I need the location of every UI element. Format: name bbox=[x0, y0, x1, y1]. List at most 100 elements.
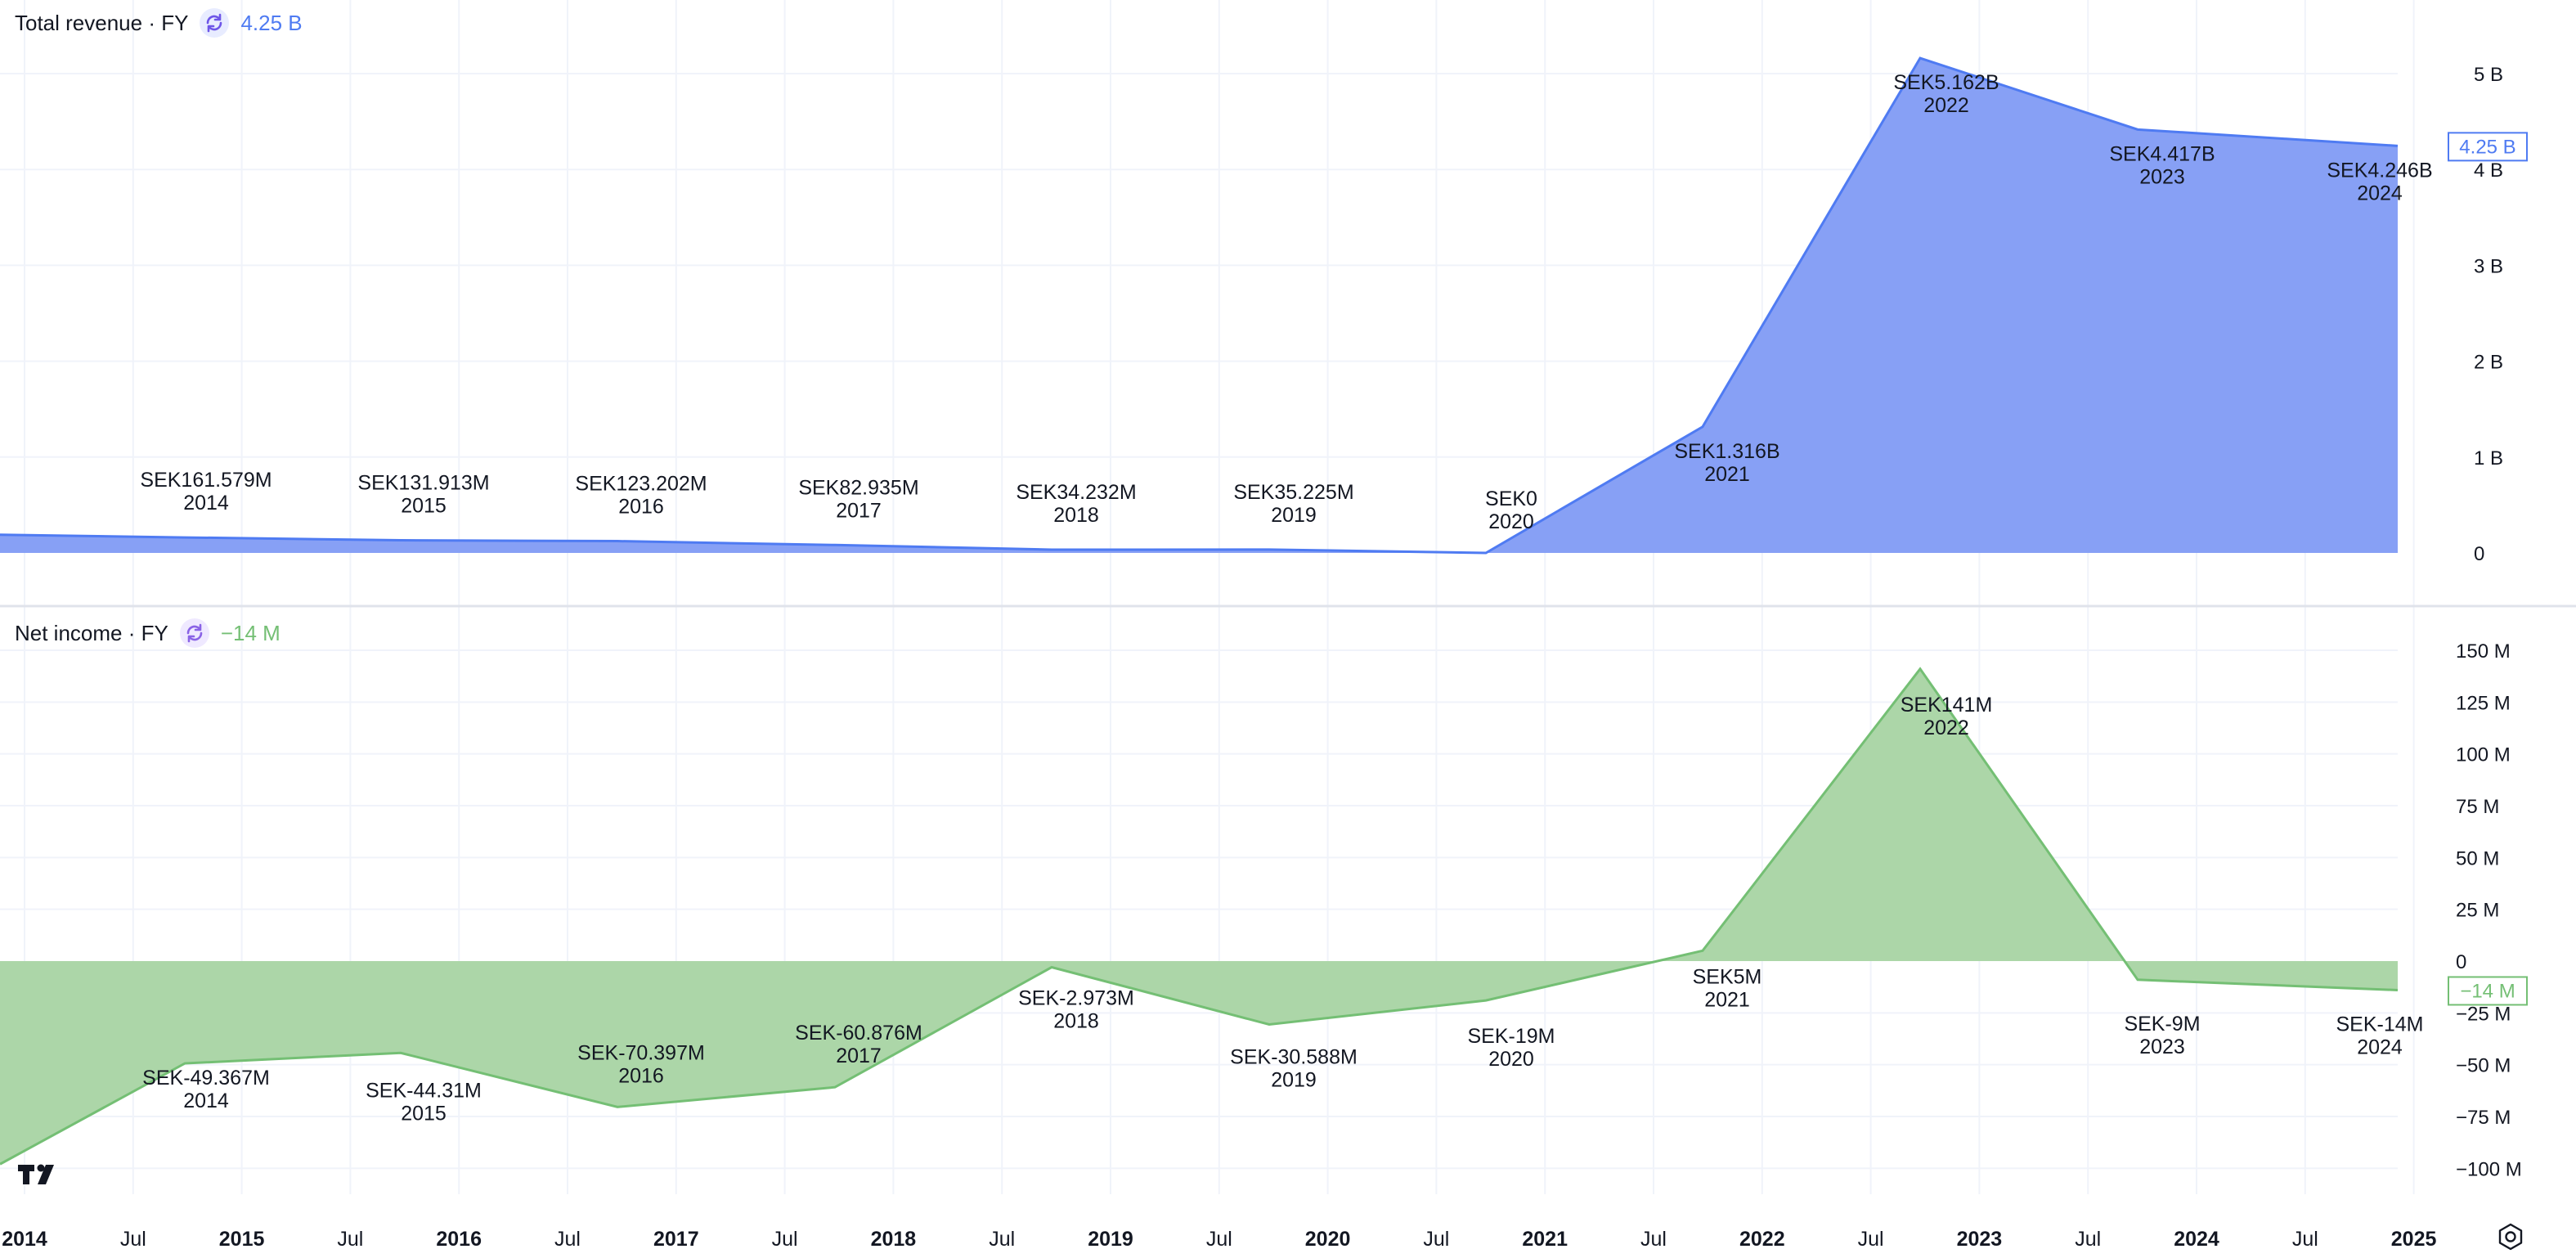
revenue-data-label-value: SEK161.579M bbox=[140, 469, 272, 492]
revenue-legend-value: 4.25 B bbox=[240, 10, 303, 35]
x-axis-label: Jul bbox=[554, 1228, 581, 1251]
x-axis-label: 2018 bbox=[871, 1228, 917, 1251]
x-axis-label: Jul bbox=[120, 1228, 146, 1251]
net-income-data-label-year: 2022 bbox=[1923, 717, 1969, 739]
net-income-y-tick-label: 150 M bbox=[2456, 640, 2511, 663]
revenue-data-label-year: 2020 bbox=[1488, 510, 1534, 533]
revenue-data-label-year: 2024 bbox=[2357, 182, 2403, 204]
net-income-legend-title: Net income · FY bbox=[15, 620, 168, 645]
x-axis-label: Jul bbox=[772, 1228, 798, 1251]
net-income-data-label-year: 2015 bbox=[401, 1102, 447, 1125]
revenue-data-label-year: 2017 bbox=[836, 499, 882, 522]
x-axis-label: 2019 bbox=[1088, 1228, 1133, 1251]
x-axis-label: Jul bbox=[2292, 1228, 2318, 1251]
x-axis[interactable]: 2014 Jul 2015 Jul 2016 Jul 2017 Jul 2018 Jul 2019 J… bbox=[2, 1228, 2436, 1251]
net-income-y-tick-label: 75 M bbox=[2456, 796, 2499, 818]
net-income-panel[interactable]: 150 M 125 M 100 M 75 M 50 M 25 M 0 −25 M −50 M −7… bbox=[0, 640, 2528, 1180]
x-axis-label: Jul bbox=[1423, 1228, 1449, 1251]
revenue-data-label-value: SEK4.417B bbox=[2109, 142, 2215, 165]
revenue-y-tick-label: 1 B bbox=[2474, 447, 2503, 470]
revenue-last-value-badge-text: 4.25 B bbox=[2459, 136, 2515, 158]
net-income-y-tick-label: −25 M bbox=[2456, 1003, 2511, 1025]
revenue-data-label-year: 2018 bbox=[1053, 504, 1099, 527]
x-axis-label: Jul bbox=[2075, 1228, 2101, 1251]
settings-gear-icon[interactable] bbox=[2496, 1222, 2525, 1251]
revenue-data-label-year: 2014 bbox=[183, 492, 229, 514]
net-income-data-label-value: SEK-2.973M bbox=[1018, 987, 1134, 1010]
net-income-data-label-value: SEK5M bbox=[1693, 965, 1762, 988]
revenue-data-label-year: 2023 bbox=[2139, 165, 2185, 188]
x-axis-label: 2024 bbox=[2174, 1228, 2219, 1251]
net-income-data-label-value: SEK-19M bbox=[1468, 1025, 1555, 1048]
revenue-data-label-value: SEK123.202M bbox=[575, 473, 707, 496]
net-income-y-tick-label: −100 M bbox=[2456, 1158, 2522, 1180]
net-income-y-tick-label: −50 M bbox=[2456, 1055, 2511, 1077]
net-income-data-label-year: 2024 bbox=[2357, 1036, 2403, 1058]
net-income-data-label-year: 2020 bbox=[1488, 1048, 1534, 1071]
net-income-data-label-year: 2019 bbox=[1271, 1068, 1317, 1091]
net-income-line[interactable] bbox=[0, 667, 2399, 1166]
net-income-data-label-year: 2016 bbox=[618, 1064, 664, 1087]
x-axis-label: 2025 bbox=[2391, 1228, 2437, 1251]
net-income-data-label-value: SEK-60.876M bbox=[795, 1022, 922, 1045]
net-income-data-label-year: 2023 bbox=[2139, 1036, 2185, 1058]
x-axis-label: 2023 bbox=[1957, 1228, 2003, 1251]
revenue-legend[interactable]: Total revenue · FY 4.25 B bbox=[15, 8, 303, 38]
x-axis-label: 2015 bbox=[219, 1228, 265, 1251]
revenue-data-label-value: SEK1.316B bbox=[1674, 440, 1779, 463]
revenue-y-tick-label: 3 B bbox=[2474, 255, 2503, 277]
net-income-data-label-year: 2014 bbox=[183, 1090, 229, 1112]
net-income-last-value-badge bbox=[2448, 976, 2528, 1006]
revenue-data-label-value: SEK0 bbox=[1485, 487, 1537, 510]
revenue-y-tick-label: 2 B bbox=[2474, 352, 2503, 374]
x-axis-label: 2021 bbox=[1522, 1228, 1568, 1251]
net-income-y-tick-label: 100 M bbox=[2456, 744, 2511, 766]
x-axis-label: 2017 bbox=[653, 1228, 699, 1251]
revenue-line[interactable] bbox=[0, 56, 2399, 555]
x-axis-label: 2022 bbox=[1739, 1228, 1785, 1251]
refresh-icon[interactable] bbox=[200, 8, 230, 38]
revenue-area[interactable] bbox=[0, 58, 2398, 553]
net-income-data-label-value: SEK-70.397M bbox=[577, 1041, 705, 1064]
net-income-data-label-year: 2018 bbox=[1053, 1010, 1099, 1033]
net-income-data-label-year: 2021 bbox=[1704, 988, 1750, 1011]
net-income-area[interactable] bbox=[0, 668, 2398, 1165]
net-income-y-tick-label: 50 M bbox=[2456, 847, 2499, 869]
net-income-y-tick-label: 0 bbox=[2456, 951, 2466, 973]
revenue-data-label-year: 2022 bbox=[1923, 94, 1969, 117]
revenue-data-label-year: 2019 bbox=[1271, 504, 1317, 527]
net-income-data-label-year: 2017 bbox=[836, 1045, 882, 1067]
x-axis-label: Jul bbox=[1206, 1228, 1232, 1251]
revenue-y-tick-label: 0 bbox=[2474, 543, 2484, 565]
revenue-legend-title: Total revenue · FY bbox=[15, 10, 189, 35]
net-income-y-tick-label: −75 M bbox=[2456, 1107, 2511, 1129]
net-income-y-tick-label: 125 M bbox=[2456, 692, 2511, 714]
net-income-data-label-value: SEK141M bbox=[1901, 694, 1993, 717]
revenue-last-value-badge bbox=[2448, 132, 2528, 162]
revenue-data-label-year: 2015 bbox=[401, 495, 447, 518]
net-income-legend[interactable]: Net income · FY −14 M bbox=[15, 618, 280, 648]
net-income-data-label-value: SEK-30.588M bbox=[1230, 1045, 1358, 1068]
x-axis-label: Jul bbox=[337, 1228, 363, 1251]
x-axis-label: Jul bbox=[989, 1228, 1015, 1251]
revenue-data-label-value: SEK34.232M bbox=[1016, 481, 1136, 504]
revenue-data-label-value: SEK82.935M bbox=[798, 476, 918, 499]
net-income-data-label-value: SEK-49.367M bbox=[142, 1067, 270, 1090]
revenue-y-tick-label: 5 B bbox=[2474, 64, 2503, 86]
revenue-data-label-value: SEK131.913M bbox=[357, 472, 489, 495]
revenue-data-label-value: SEK5.162B bbox=[1893, 71, 1999, 94]
x-axis-label: 2020 bbox=[1305, 1228, 1351, 1251]
x-axis-label: Jul bbox=[1858, 1228, 1884, 1251]
net-income-data-label-value: SEK-44.31M bbox=[366, 1079, 482, 1102]
x-axis-label: Jul bbox=[1640, 1228, 1667, 1251]
x-axis-label: 2016 bbox=[436, 1228, 482, 1251]
revenue-data-label-value: SEK4.246B bbox=[2327, 159, 2432, 182]
revenue-y-tick-label: 4 B bbox=[2474, 159, 2503, 182]
net-income-data-label-value: SEK-14M bbox=[2336, 1013, 2424, 1036]
revenue-data-label-year: 2021 bbox=[1704, 463, 1750, 486]
net-income-last-value-badge-text: −14 M bbox=[2460, 980, 2515, 1002]
refresh-icon[interactable] bbox=[179, 618, 209, 648]
tradingview-logo[interactable] bbox=[16, 1161, 69, 1188]
